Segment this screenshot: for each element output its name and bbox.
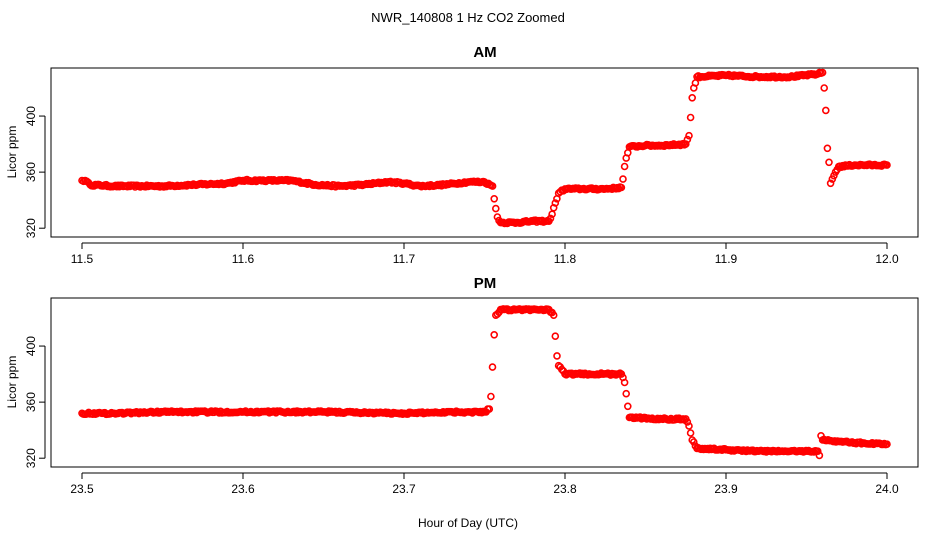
am-axes: 11.5 11.6 11.7 11.8 11.9 12.0 320 360 400 — [24, 106, 899, 266]
x-tick-label: 23.8 — [553, 482, 577, 496]
y-tick-label: 360 — [24, 162, 38, 182]
plot-frame-am — [50, 67, 919, 238]
data-point — [685, 422, 693, 430]
data-point — [830, 171, 838, 180]
data-point — [683, 135, 692, 144]
data-point — [490, 195, 499, 203]
data-point — [493, 213, 502, 221]
x-axis-label: Hour of Day (UTC) — [418, 516, 518, 530]
data-point — [551, 332, 560, 341]
panel-am: AM Licor ppm 11.5 11.6 11.7 11.8 11.9 12.0 320… — [5, 44, 919, 266]
panel-pm: PM Licor ppm 23.5 23.6 23.7 23.8 23.9 24.0 320… — [5, 275, 919, 496]
data-point — [620, 378, 629, 387]
y-axis-label-pm: Licor ppm — [5, 356, 19, 409]
x-tick-label: 11.5 — [71, 252, 94, 266]
pm-axes: 23.5 23.6 23.7 23.8 23.9 24.0 320 360 400 — [24, 336, 899, 496]
data-point — [488, 182, 497, 190]
data-point — [683, 418, 692, 426]
data-point — [623, 402, 632, 411]
data-point — [488, 363, 497, 371]
data-point — [686, 113, 695, 122]
chart-title: NWR_140808 1 Hz CO2 Zoomed — [371, 10, 565, 25]
data-point — [825, 158, 833, 167]
data-point — [546, 214, 555, 223]
data-point — [622, 389, 631, 398]
data-point — [883, 440, 891, 449]
data-point — [485, 405, 494, 413]
data-point — [821, 106, 830, 115]
x-tick-label: 12.0 — [875, 252, 899, 266]
data-point — [617, 183, 626, 192]
y-tick-label: 320 — [24, 218, 38, 238]
data-point — [553, 352, 561, 360]
am-points — [78, 68, 891, 228]
data-point — [686, 429, 695, 437]
y-axis-label-am: Licor ppm — [5, 126, 19, 179]
data-point — [813, 447, 822, 456]
data-point — [491, 204, 500, 213]
data-point — [820, 84, 829, 92]
y-tick-label: 400 — [24, 106, 38, 126]
pm-points — [78, 305, 891, 460]
data-point — [681, 140, 690, 148]
y-tick-label: 360 — [24, 392, 38, 412]
data-point — [487, 392, 495, 401]
x-tick-label: 11.6 — [232, 252, 255, 266]
x-tick-label: 23.7 — [392, 482, 416, 496]
y-tick-label: 400 — [24, 336, 38, 356]
data-point — [815, 451, 824, 460]
data-point — [823, 144, 832, 153]
data-point — [813, 70, 822, 78]
plot-frame-pm — [50, 297, 919, 468]
data-point — [688, 94, 697, 102]
data-point — [818, 68, 827, 77]
data-point — [619, 175, 627, 183]
data-point — [620, 162, 629, 171]
data-point — [689, 438, 698, 446]
x-tick-label: 23.5 — [70, 482, 94, 496]
data-point — [490, 330, 499, 339]
y-tick-label: 320 — [24, 448, 38, 468]
data-point — [124, 181, 133, 190]
panel-title-pm: PM — [474, 275, 497, 292]
data-point — [883, 161, 891, 169]
x-tick-label: 23.9 — [714, 482, 738, 496]
x-tick-label: 11.8 — [554, 252, 577, 266]
x-tick-label: 24.0 — [875, 482, 899, 496]
x-tick-label: 11.7 — [393, 252, 416, 266]
data-point — [826, 179, 835, 188]
panel-title-am: AM — [473, 44, 496, 61]
x-tick-label: 11.9 — [715, 252, 738, 266]
data-point — [549, 311, 558, 320]
data-point — [551, 199, 560, 207]
x-tick-label: 23.6 — [231, 482, 255, 496]
data-point — [685, 131, 693, 140]
